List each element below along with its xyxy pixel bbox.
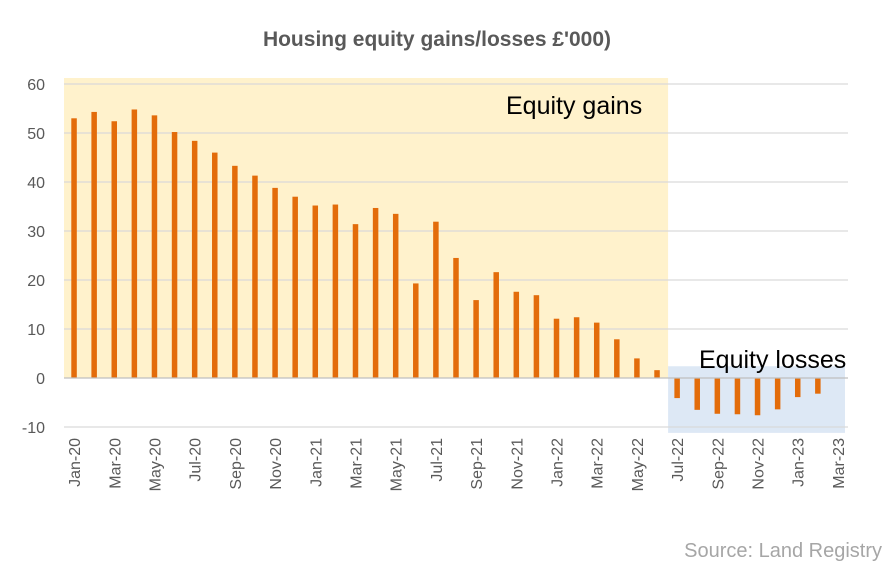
x-tick-label: Sep-20: [228, 438, 245, 490]
x-tick-label: Nov-21: [509, 438, 526, 490]
y-tick-label: 60: [27, 77, 45, 94]
chart-title: Housing equity gains/losses £'000): [263, 28, 611, 51]
x-tick-label: May-20: [147, 438, 164, 491]
x-tick-label: Jul-21: [429, 438, 446, 482]
x-tick-label: Nov-20: [268, 438, 285, 490]
bar-jul-22: [674, 378, 680, 399]
bar-oct-20: [252, 175, 258, 378]
bar-jun-21: [413, 283, 419, 378]
bar-jul-20: [191, 140, 198, 378]
x-tick-label: Jan-23: [791, 438, 808, 487]
bar-mar-20: [111, 121, 118, 379]
x-tick-label: Mar-22: [590, 438, 607, 489]
x-tick-label: Jan-21: [308, 438, 325, 487]
bar-mar-22: [593, 322, 600, 378]
bar-nov-22: [754, 378, 761, 416]
bar-jan-21: [312, 205, 319, 378]
bar-apr-21: [372, 207, 379, 378]
equity-gains-region: [64, 78, 669, 378]
x-tick-label: Jul-22: [670, 438, 687, 482]
y-tick-label: 0: [36, 371, 45, 388]
x-tick-label: Jul-20: [188, 438, 205, 482]
bar-jan-23: [794, 378, 801, 398]
equity-gains-label: Equity gains: [506, 92, 642, 120]
y-tick-label: 40: [27, 175, 45, 192]
bar-jan-22: [553, 318, 560, 378]
bar-jun-22: [654, 370, 660, 378]
x-tick-label: Mar-21: [348, 438, 365, 489]
x-axis-ticks: Jan-20 Mar-20 May-20 Jul-20 Sep-20 Nov-20 Jan-…: [67, 438, 848, 491]
y-tick-label: 30: [27, 224, 45, 241]
bar-feb-21: [332, 204, 339, 378]
bar-apr-20: [131, 109, 138, 378]
bar-aug-22: [694, 378, 700, 410]
bar-jun-20: [171, 132, 178, 378]
bar-sep-21: [473, 300, 479, 378]
bar-aug-21: [453, 257, 459, 378]
bar-sep-20: [232, 165, 238, 378]
bar-may-20: [151, 115, 158, 379]
x-tick-label: Nov-22: [751, 438, 768, 490]
x-tick-label: Mar-23: [831, 438, 848, 489]
bar-feb-20: [91, 111, 97, 379]
bar-jul-21: [433, 221, 439, 378]
y-axis-ticks: 60 50 40 30 20 10 0 -10: [22, 77, 45, 437]
y-tick-label: -10: [22, 420, 45, 437]
x-tick-label: Sep-22: [710, 438, 727, 490]
y-tick-label: 10: [27, 322, 45, 339]
x-tick-label: Mar-20: [107, 438, 124, 489]
equity-losses-label: Equity losses: [699, 346, 846, 374]
x-tick-label: May-21: [389, 438, 406, 491]
bar-aug-20: [212, 152, 218, 378]
bar-may-22: [634, 358, 640, 378]
x-tick-label: Sep-21: [469, 438, 486, 490]
bar-dec-22: [774, 378, 781, 410]
bar-sep-22: [714, 378, 721, 414]
bar-jan-20: [71, 118, 77, 379]
x-tick-label: May-22: [630, 438, 647, 491]
bar-oct-21: [493, 272, 499, 378]
bar-feb-22: [573, 317, 580, 378]
x-tick-label: Jan-20: [67, 438, 84, 487]
bar-may-21: [392, 213, 399, 378]
bar-dec-20: [292, 196, 298, 378]
source-note: Source: Land Registry: [684, 540, 882, 562]
y-tick-label: 20: [27, 273, 45, 290]
bar-apr-22: [614, 339, 620, 378]
bar-mar-21: [352, 224, 359, 378]
bar-dec-21: [533, 295, 540, 378]
y-tick-label: 50: [27, 126, 45, 143]
bar-series: [71, 109, 821, 416]
bar-nov-20: [272, 187, 278, 378]
bar-feb-23: [815, 378, 821, 394]
bar-oct-22: [734, 378, 741, 415]
bar-nov-21: [513, 291, 520, 378]
x-tick-label: Jan-22: [550, 438, 567, 487]
